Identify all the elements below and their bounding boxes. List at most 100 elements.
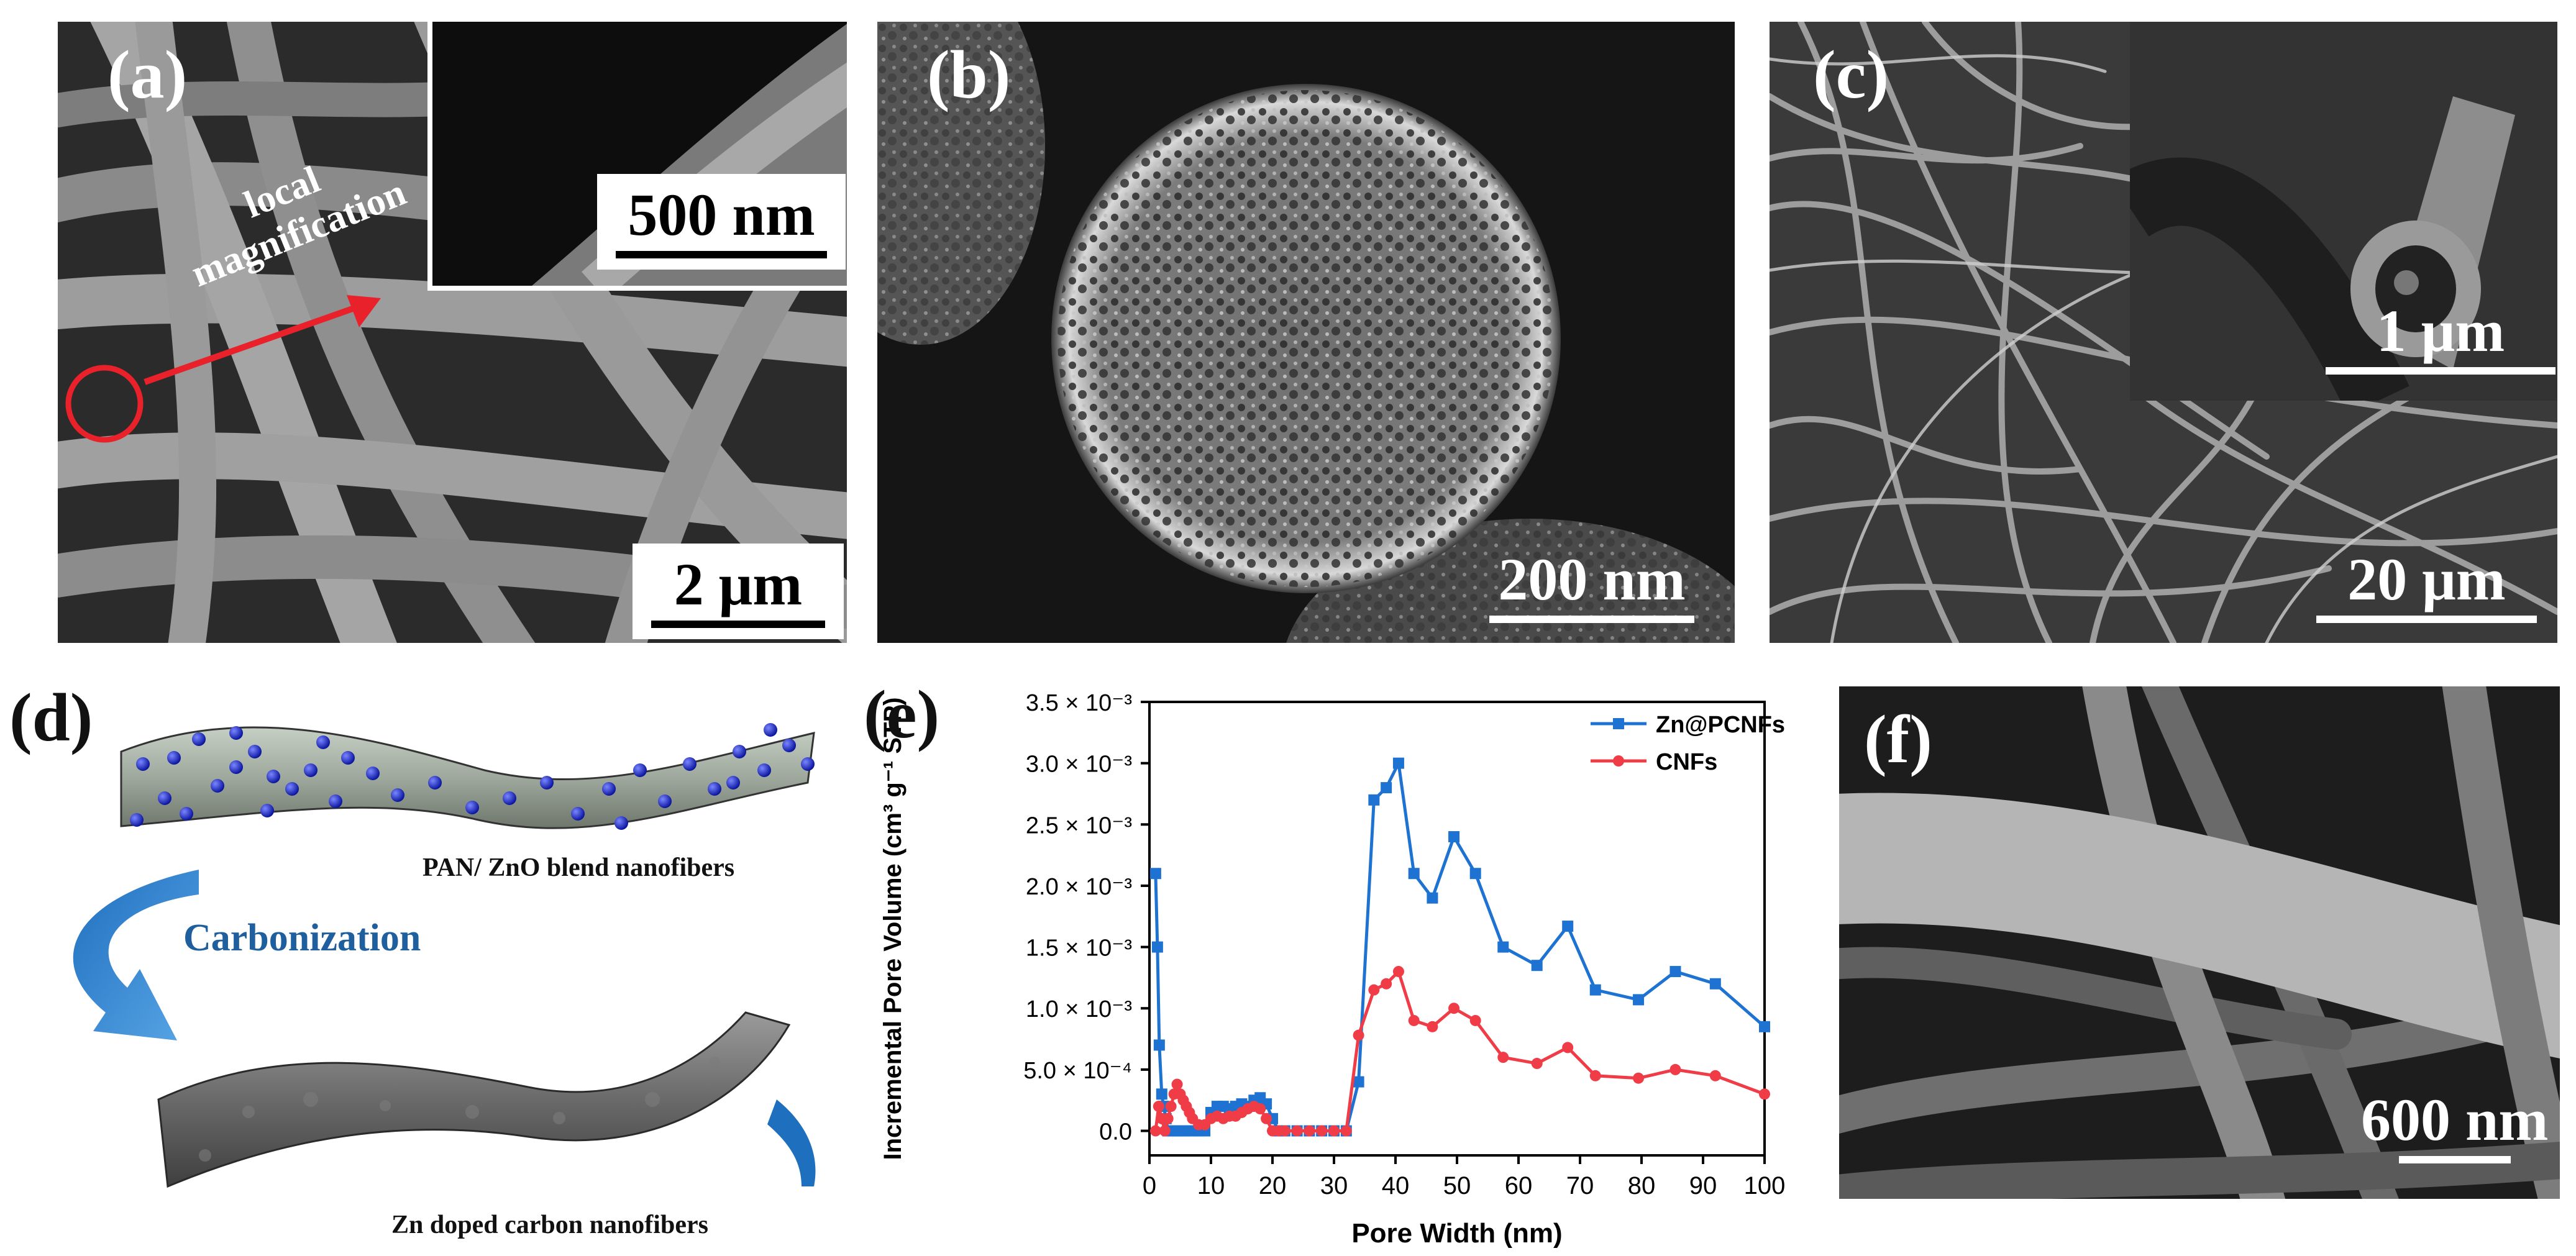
data-point xyxy=(1633,994,1645,1006)
data-point xyxy=(1427,1021,1438,1032)
highlight-circle xyxy=(65,365,144,443)
inset-a: 500 nm xyxy=(427,22,847,291)
x-tick-label: 60 xyxy=(1505,1172,1533,1199)
scalebar-inset-a: 500 nm xyxy=(597,174,846,270)
data-point xyxy=(1589,1070,1601,1081)
y-tick-label: 1.5 × 10⁻³ xyxy=(1026,935,1132,962)
sem-image-f xyxy=(1839,686,2560,1199)
data-point xyxy=(1153,1101,1164,1113)
scalebar-text: 2 μm xyxy=(674,551,803,617)
caption-top: PAN/ ZnO blend nanofibers xyxy=(422,853,734,882)
data-point xyxy=(1353,1076,1364,1088)
data-point xyxy=(1669,966,1681,978)
data-point xyxy=(1427,892,1438,904)
magnification-arrow xyxy=(144,304,357,385)
data-point xyxy=(1759,1088,1770,1100)
panel-c: (c) 1 μm 20 μm xyxy=(1770,22,2557,643)
data-point xyxy=(1448,1003,1460,1014)
panel-e: 0 10 20 30 40 50 60 70 80 90 100 0.0 5.0 × 10⁻⁴ 1.0 ×… xyxy=(845,665,1789,1256)
data-point xyxy=(1261,1113,1272,1124)
data-point xyxy=(1368,984,1380,996)
data-point xyxy=(1497,941,1509,953)
schematic-d: PAN/ ZnO blend nanofibers Carbonization … xyxy=(73,723,816,1239)
data-point xyxy=(1448,831,1460,843)
data-point xyxy=(1497,1052,1509,1063)
data-point xyxy=(1153,1039,1165,1051)
panel-label-f: (f) xyxy=(1864,701,1932,777)
x-tick-label: 20 xyxy=(1259,1172,1287,1199)
data-point xyxy=(1328,1125,1340,1137)
data-point xyxy=(1759,1021,1770,1032)
x-tick-label: 70 xyxy=(1566,1172,1594,1199)
data-point xyxy=(1316,1125,1328,1137)
data-point xyxy=(1165,1101,1177,1113)
inset-c: 1 μm xyxy=(2130,22,2557,401)
data-point xyxy=(1291,1125,1303,1137)
scalebar-text: 20 μm xyxy=(2347,546,2506,612)
data-point xyxy=(1562,1042,1574,1053)
x-tick-label: 90 xyxy=(1689,1172,1717,1199)
legend-marker xyxy=(1613,755,1624,767)
x-tick-label: 30 xyxy=(1320,1172,1348,1199)
scalebar-text: 500 nm xyxy=(628,181,815,248)
panel-label-d: (d) xyxy=(9,680,93,755)
scalebar-a: 2 μm xyxy=(633,544,844,639)
x-tick-label: 80 xyxy=(1628,1172,1656,1199)
data-point xyxy=(1304,1125,1315,1137)
panel-d: PAN/ ZnO blend nanofibers Carbonization … xyxy=(0,665,845,1256)
data-point xyxy=(1531,960,1543,972)
data-point xyxy=(1408,868,1420,880)
panel-label-a: (a) xyxy=(107,37,188,112)
y-tick-label: 5.0 × 10⁻⁴ xyxy=(1023,1058,1132,1084)
scalebar-text: 1 μm xyxy=(2376,298,2505,364)
panel-label-e: (e) xyxy=(864,676,940,752)
data-point xyxy=(1633,1072,1645,1084)
data-point xyxy=(1162,1113,1174,1124)
y-tick-label: 2.5 × 10⁻³ xyxy=(1026,812,1132,839)
data-point xyxy=(1381,978,1392,990)
data-point xyxy=(1709,1070,1721,1081)
data-point xyxy=(1353,1029,1364,1041)
zno-spheres xyxy=(130,723,815,830)
pore-volume-chart: 0 10 20 30 40 50 60 70 80 90 100 0.0 5.0 × 10⁻⁴ 1.0 ×… xyxy=(879,690,1785,1249)
y-tick-label: 0.0 xyxy=(1099,1119,1132,1145)
carbonization-arrow xyxy=(73,870,199,1040)
y-tick-label: 3.0 × 10⁻³ xyxy=(1026,752,1132,778)
scalebar-text: 600 nm xyxy=(2361,1086,2549,1153)
data-point xyxy=(1562,921,1574,932)
panel-b: (b) 200 nm xyxy=(877,22,1735,643)
data-point xyxy=(1156,1088,1167,1100)
panel-f: (f) 600 nm xyxy=(1839,686,2560,1199)
data-point xyxy=(1408,1014,1420,1026)
data-point xyxy=(1469,868,1481,880)
sem-image-b xyxy=(877,22,1735,643)
x-tick-label: 0 xyxy=(1143,1172,1156,1199)
data-point xyxy=(1340,1125,1352,1137)
data-point xyxy=(1709,978,1721,990)
panel-label-c: (c) xyxy=(1813,37,1889,112)
scalebar-b: 200 nm xyxy=(1489,550,1694,623)
y-tick-label: 3.5 × 10⁻³ xyxy=(1026,690,1132,716)
scalebar-text: 200 nm xyxy=(1498,546,1686,612)
panel-label-b: (b) xyxy=(927,37,1011,112)
data-point xyxy=(1368,794,1380,806)
legend-marker xyxy=(1613,718,1624,729)
scalebar-f: 600 nm xyxy=(2361,1090,2548,1163)
pan-zno-fiber xyxy=(120,726,815,829)
scalebar-inset-c: 1 μm xyxy=(2326,301,2555,375)
caption-bottom: Zn doped carbon nanofibers xyxy=(391,1211,708,1239)
data-point xyxy=(1392,966,1404,978)
data-point xyxy=(1254,1103,1266,1115)
data-point xyxy=(1381,782,1392,794)
carbon-fiber xyxy=(157,1011,791,1188)
data-point xyxy=(1392,757,1404,769)
y-axis-label: Incremental Pore Volume (cm³ g⁻¹ STP) xyxy=(879,698,907,1160)
scalebar-c: 20 μm xyxy=(2316,550,2537,623)
x-axis-label: Pore Width (nm) xyxy=(1351,1218,1562,1249)
data-point xyxy=(1279,1125,1290,1137)
x-tick-label: 10 xyxy=(1197,1172,1225,1199)
data-point xyxy=(1589,984,1601,996)
y-tick-label: 2.0 × 10⁻³ xyxy=(1026,874,1132,900)
x-tick-label: 50 xyxy=(1443,1172,1471,1199)
data-point xyxy=(1469,1014,1481,1026)
